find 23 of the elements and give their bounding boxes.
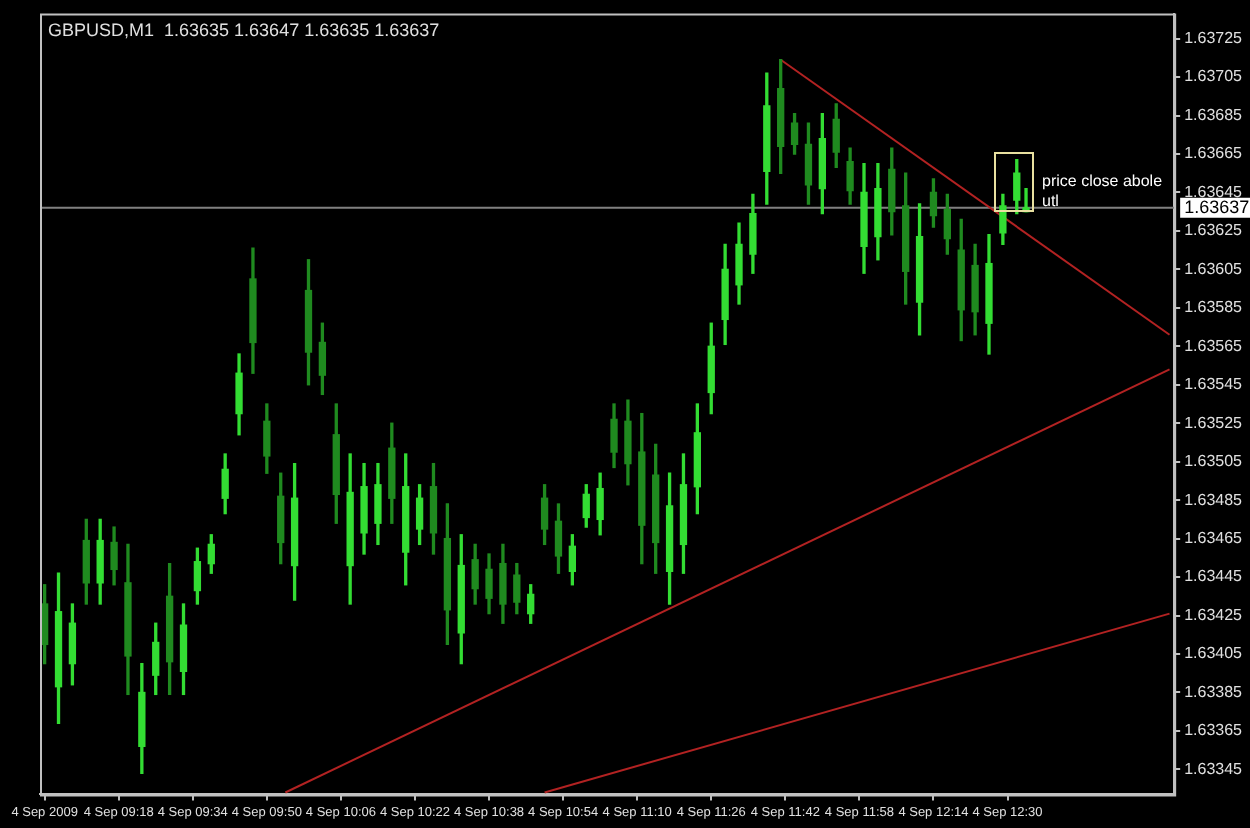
- y-tick-label: 1.63525: [1184, 413, 1244, 432]
- y-tick-label: 1.63545: [1184, 375, 1244, 394]
- ref-line-label: 1.63637: [1184, 196, 1250, 217]
- y-tick-label: 1.63585: [1184, 298, 1244, 317]
- chart-title: GBPUSD,M1 1.63635 1.63647 1.63635 1.63637: [48, 19, 440, 40]
- y-tick-label: 1.63565: [1184, 336, 1244, 355]
- annotation: price close abole utl: [1042, 171, 1165, 212]
- y-tick-label: 1.63465: [1184, 529, 1244, 548]
- y-tick-label: 1.63385: [1184, 682, 1244, 701]
- y-tick-label: 1.63725: [1184, 29, 1244, 48]
- y-tick-label: 1.63405: [1184, 644, 1244, 663]
- y-tick-label: 1.63625: [1184, 221, 1244, 240]
- y-tick-label: 1.63705: [1184, 67, 1244, 86]
- y-tick-label: 1.63605: [1184, 259, 1244, 278]
- y-tick-label: 1.63505: [1184, 452, 1244, 471]
- y-tick-label: 1.63485: [1184, 490, 1244, 509]
- y-tick-label: 1.63645: [1184, 182, 1244, 201]
- y-tick-label: 1.63445: [1184, 567, 1244, 586]
- y-tick-label: 1.63665: [1184, 144, 1244, 163]
- y-tick-label: 1.63345: [1184, 759, 1244, 778]
- y-tick-label: 1.63425: [1184, 605, 1244, 624]
- y-tick-label: 1.63685: [1184, 105, 1244, 124]
- y-tick-label: 1.63365: [1184, 721, 1244, 740]
